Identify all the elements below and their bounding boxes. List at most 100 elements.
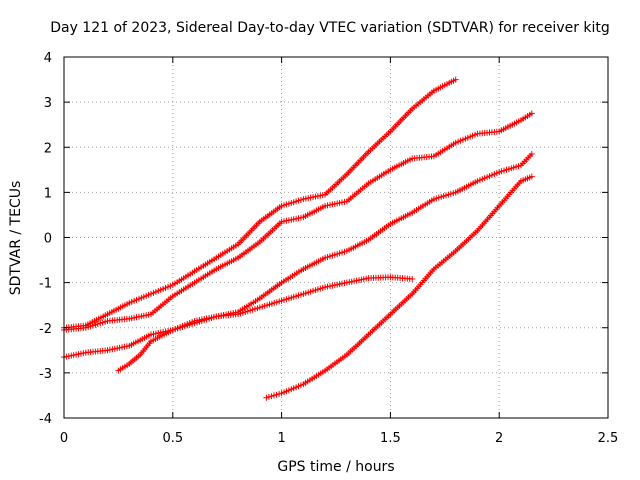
series-2-point-17 <box>433 155 435 158</box>
x-tick-label: 0 <box>60 431 68 446</box>
chart-title: Day 121 of 2023, Sidereal Day-to-day VTE… <box>50 20 610 36</box>
series-5-markers <box>263 173 535 401</box>
series-3-point-9 <box>259 297 261 300</box>
x-tick-label: 2.5 <box>598 431 619 446</box>
series-3-point-20 <box>498 171 501 173</box>
series-5-point-1 <box>280 392 283 395</box>
series-2-point-9 <box>259 241 261 243</box>
series-1-point-11 <box>302 198 305 200</box>
series-4-point-9 <box>280 299 283 302</box>
series-4-point-7 <box>237 313 239 316</box>
series-2-point-20 <box>498 130 501 133</box>
series-2-point-3 <box>128 317 131 320</box>
series-1-point-4 <box>150 293 152 295</box>
y-tick-label: -1 <box>39 277 52 292</box>
series-1-point-8 <box>237 243 239 246</box>
series-5-point-6 <box>389 313 392 316</box>
series-1 <box>61 76 459 331</box>
series-5-point-8 <box>433 268 435 270</box>
series-3-point-17 <box>433 198 435 200</box>
y-tick-label: 3 <box>44 96 52 111</box>
series-2-point-13 <box>346 200 348 203</box>
series-2-point-14 <box>367 182 370 185</box>
series-4-point-5 <box>193 322 196 325</box>
y-tick-label: 2 <box>44 141 52 156</box>
series-2-point-1 <box>85 327 87 329</box>
series-2-point-8 <box>237 257 239 259</box>
series-4-point-3 <box>150 340 152 343</box>
y-tick-label: -4 <box>39 412 52 427</box>
series-5-point-5 <box>367 333 370 336</box>
series-1-point-13 <box>346 173 348 176</box>
series-4-point-4 <box>172 329 174 331</box>
series-3-markers <box>61 151 535 361</box>
series-1-point-15 <box>389 130 392 133</box>
series-4-point-10 <box>302 293 305 295</box>
x-axis-label: GPS time / hours <box>277 459 394 475</box>
series-2-point-7 <box>215 268 218 270</box>
y-tick-label: -3 <box>39 367 52 382</box>
series-4-point-12 <box>346 281 348 284</box>
y-tick-label: 1 <box>44 186 52 201</box>
series-5-point-4 <box>346 354 348 356</box>
y-tick-label: 4 <box>44 51 52 66</box>
series-3-point-21 <box>520 164 522 167</box>
series-1-point-2 <box>106 313 109 316</box>
series-1-markers <box>61 76 459 331</box>
series-2-point-22 <box>531 112 533 115</box>
series-4-point-1 <box>128 363 131 365</box>
series-1-point-7 <box>215 257 218 259</box>
series-3-point-2 <box>106 349 109 352</box>
series-1-line <box>63 79 456 329</box>
series-2-point-11 <box>302 216 305 218</box>
series-3-point-18 <box>454 191 457 194</box>
series-5-point-13 <box>531 175 533 178</box>
y-tick-label: -2 <box>39 322 52 337</box>
series-4-point-2 <box>139 354 141 356</box>
series-5-point-7 <box>411 293 414 295</box>
y-tick-label: 0 <box>44 232 52 247</box>
series-3-point-19 <box>476 180 479 182</box>
x-tick-label: 1 <box>277 431 285 446</box>
series-4-point-0 <box>117 369 120 372</box>
series-5-point-0 <box>265 396 268 399</box>
series-1-point-6 <box>193 270 196 273</box>
series-1-point-9 <box>259 220 261 223</box>
series-3-point-14 <box>367 239 370 241</box>
series-5-line <box>266 176 533 399</box>
series-5-point-9 <box>454 250 457 252</box>
series-3 <box>61 151 535 361</box>
series-1-point-17 <box>433 90 435 92</box>
series-4-point-14 <box>389 276 392 279</box>
series-2-point-21 <box>520 119 522 121</box>
series-4 <box>115 274 416 374</box>
y-axis-label: SDTVAR / TECUs <box>8 181 24 296</box>
series-2-point-18 <box>454 141 457 144</box>
series-4-point-15 <box>411 278 414 280</box>
ticks: 0 0.5 1 1.5 2 2.5 -4 -3 -2 -1 0 1 2 3 4 <box>39 51 618 446</box>
series-3-point-10 <box>280 281 283 284</box>
series-1-point-10 <box>280 205 283 207</box>
series-layer <box>61 76 535 401</box>
series-3-point-13 <box>346 250 348 252</box>
series-2-point-19 <box>476 132 479 135</box>
series-1-point-12 <box>324 193 326 196</box>
series-2-point-5 <box>172 295 174 298</box>
series-2-point-6 <box>193 281 196 284</box>
series-2-point-16 <box>411 157 414 160</box>
series-4-point-6 <box>215 315 218 318</box>
series-2-line <box>63 112 533 331</box>
series-1-point-14 <box>367 151 370 153</box>
x-tick-label: 0.5 <box>162 431 183 446</box>
series-1-point-3 <box>128 302 131 304</box>
series-2-point-4 <box>150 313 152 316</box>
series-5-point-10 <box>476 229 479 232</box>
series-3-point-1 <box>85 351 87 354</box>
series-2-point-10 <box>280 220 283 223</box>
series-4-point-8 <box>259 306 261 309</box>
grid <box>64 57 608 418</box>
series-5-point-2 <box>302 383 305 386</box>
series-2-point-15 <box>389 169 392 171</box>
series-1-point-18 <box>454 78 457 81</box>
